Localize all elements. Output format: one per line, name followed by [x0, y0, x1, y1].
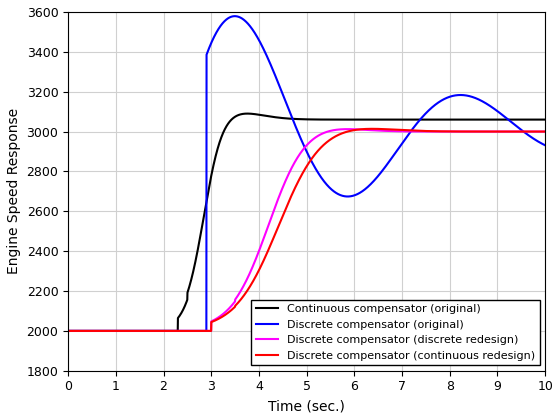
Discrete compensator (discrete redesign) — [65, 328, 72, 333]
Discrete compensator (discrete redesign) — [151, 328, 158, 333]
Discrete compensator (discrete redesign) — [421, 129, 427, 134]
Continuous compensator (original) — [421, 117, 427, 122]
Continuous compensator (original) — [151, 328, 158, 333]
Discrete compensator (discrete redesign) — [344, 126, 351, 131]
Discrete compensator (continuous redesign) — [368, 126, 375, 131]
Continuous compensator (original) — [542, 117, 548, 122]
Discrete compensator (original) — [542, 143, 548, 148]
Line: Discrete compensator (continuous redesign): Discrete compensator (continuous redesig… — [68, 129, 545, 331]
Line: Discrete compensator (original): Discrete compensator (original) — [68, 16, 545, 331]
Discrete compensator (continuous redesign) — [247, 283, 254, 288]
Discrete compensator (continuous redesign) — [542, 129, 548, 134]
Discrete compensator (original) — [247, 24, 254, 29]
Continuous compensator (original) — [457, 117, 464, 122]
Discrete compensator (discrete redesign) — [351, 127, 358, 132]
Discrete compensator (original) — [375, 173, 382, 178]
Continuous compensator (original) — [247, 111, 254, 116]
Discrete compensator (discrete redesign) — [375, 128, 382, 133]
Discrete compensator (continuous redesign) — [351, 128, 357, 133]
Continuous compensator (original) — [375, 117, 382, 122]
Discrete compensator (continuous redesign) — [65, 328, 72, 333]
Discrete compensator (original) — [231, 13, 238, 18]
Y-axis label: Engine Speed Response: Engine Speed Response — [7, 108, 21, 274]
Line: Discrete compensator (discrete redesign): Discrete compensator (discrete redesign) — [68, 129, 545, 331]
Continuous compensator (original) — [65, 328, 72, 333]
Line: Continuous compensator (original): Continuous compensator (original) — [68, 113, 545, 331]
Discrete compensator (continuous redesign) — [421, 129, 427, 134]
Legend: Continuous compensator (original), Discrete compensator (original), Discrete com: Continuous compensator (original), Discr… — [251, 299, 540, 365]
X-axis label: Time (sec.): Time (sec.) — [268, 399, 345, 413]
Discrete compensator (discrete redesign) — [457, 129, 464, 134]
Discrete compensator (continuous redesign) — [375, 126, 382, 131]
Discrete compensator (original) — [457, 92, 464, 97]
Discrete compensator (discrete redesign) — [247, 270, 254, 275]
Continuous compensator (original) — [244, 111, 251, 116]
Continuous compensator (original) — [351, 117, 358, 122]
Discrete compensator (original) — [351, 193, 358, 198]
Discrete compensator (original) — [65, 328, 72, 333]
Discrete compensator (continuous redesign) — [457, 129, 464, 134]
Discrete compensator (continuous redesign) — [151, 328, 158, 333]
Discrete compensator (discrete redesign) — [542, 129, 548, 134]
Discrete compensator (original) — [421, 113, 427, 118]
Discrete compensator (original) — [151, 328, 158, 333]
